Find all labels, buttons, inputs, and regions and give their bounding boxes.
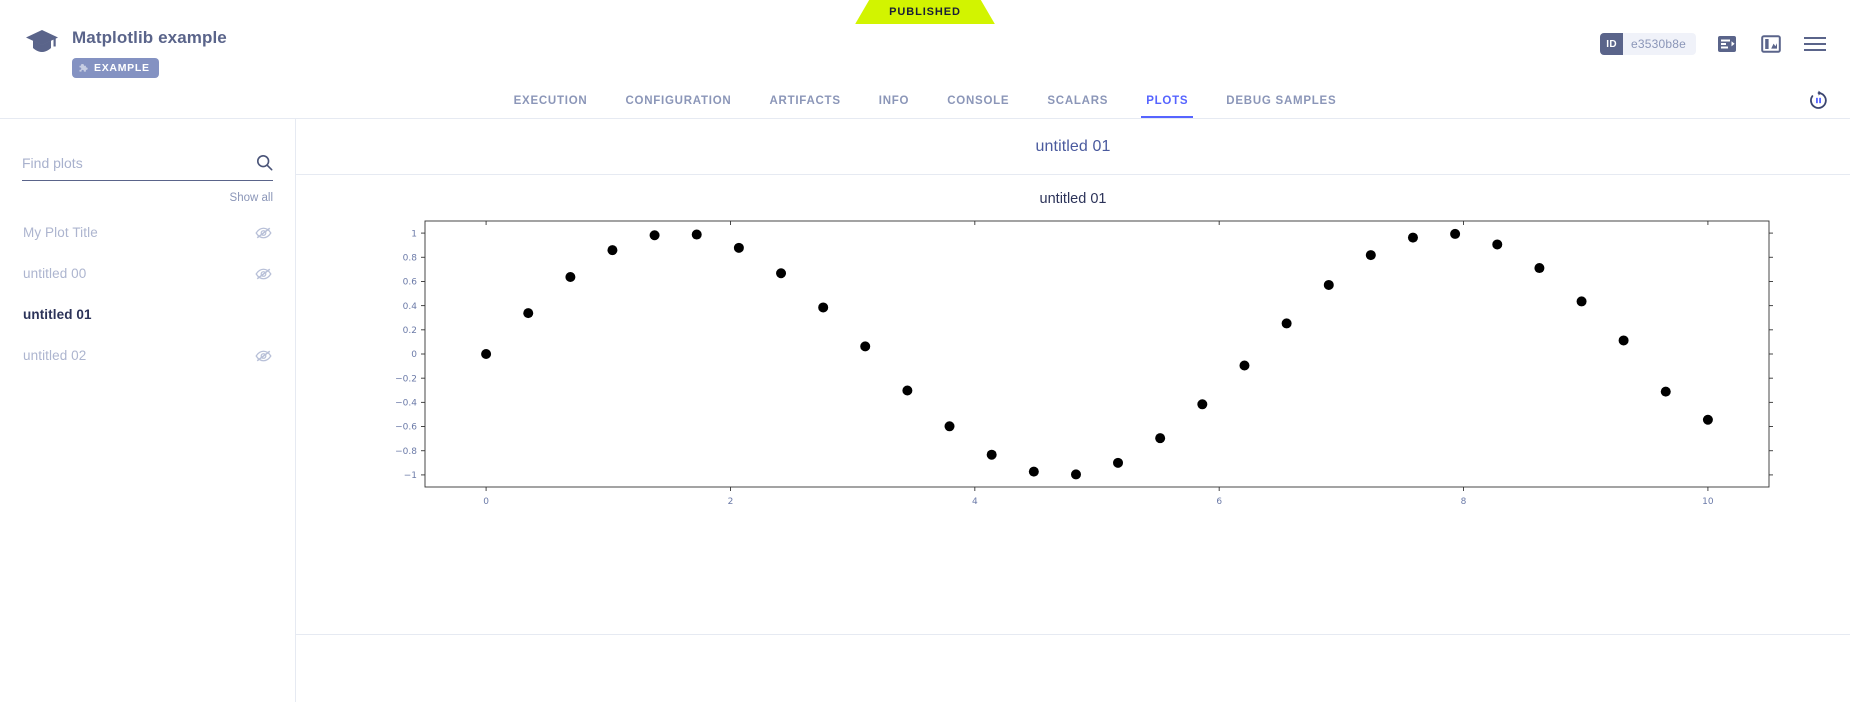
svg-text:0: 0 bbox=[411, 350, 417, 360]
plot-list-item-my-plot-title[interactable]: My Plot Title bbox=[22, 212, 273, 253]
svg-text:0.8: 0.8 bbox=[403, 253, 418, 263]
svg-text:−0.6: −0.6 bbox=[395, 423, 417, 433]
example-tag-badge[interactable]: EXAMPLE bbox=[72, 58, 159, 78]
example-tag-label: EXAMPLE bbox=[94, 62, 150, 74]
plot-card[interactable]: untitled 01 1 0.8 0.6 0.4 0.2 0 −0.2 −0.4 −0.6 −0… bbox=[296, 175, 1850, 635]
svg-text:0.2: 0.2 bbox=[403, 326, 417, 336]
plot-list-item-untitled-02[interactable]: untitled 02 bbox=[22, 335, 273, 376]
page-body: Show all My Plot Title untitled 00 bbox=[0, 119, 1850, 702]
chart-title: untitled 01 bbox=[1039, 191, 1107, 207]
eye-off-icon[interactable] bbox=[255, 226, 272, 240]
tab-plots[interactable]: PLOTS bbox=[1127, 95, 1207, 118]
show-all-button[interactable]: Show all bbox=[229, 192, 273, 204]
plot-list-item-label: untitled 00 bbox=[23, 266, 87, 281]
eye-off-icon[interactable] bbox=[255, 267, 272, 281]
svg-text:8: 8 bbox=[1461, 497, 1467, 507]
svg-text:6: 6 bbox=[1216, 497, 1222, 507]
task-tabbar: EXECUTION CONFIGURATION ARTIFACTS INFO C… bbox=[0, 85, 1850, 119]
task-info-icon[interactable] bbox=[1714, 32, 1740, 56]
plots-main-panel: untitled 01 untitled 01 1 0.8 0.6 0.4 0.2 0 −0… bbox=[296, 119, 1850, 702]
page-title: Matplotlib example bbox=[72, 28, 227, 47]
svg-text:−0.8: −0.8 bbox=[395, 447, 417, 457]
task-id-value: e3530b8e bbox=[1631, 37, 1686, 51]
plot-list: My Plot Title untitled 00 bbox=[22, 212, 273, 376]
tab-info[interactable]: INFO bbox=[878, 95, 910, 107]
header-actions: ID e3530b8e bbox=[1600, 22, 1828, 56]
hamburger-menu-icon[interactable] bbox=[1802, 32, 1828, 56]
svg-text:0.4: 0.4 bbox=[403, 302, 418, 312]
tab-artifacts[interactable]: ARTIFACTS bbox=[769, 95, 841, 107]
plot-list-item-label: My Plot Title bbox=[23, 225, 98, 240]
search-icon[interactable] bbox=[256, 154, 273, 171]
search-input[interactable] bbox=[22, 154, 256, 171]
chart-figure-wrapper: 1 0.8 0.6 0.4 0.2 0 −0.2 −0.4 −0.6 −0.8 −1 0 2 4 6 8 10 bbox=[296, 215, 1850, 525]
tab-list: EXECUTION CONFIGURATION ARTIFACTS INFO C… bbox=[495, 95, 1356, 118]
svg-text:10: 10 bbox=[1702, 497, 1714, 507]
plot-panel-title: untitled 01 bbox=[1035, 137, 1111, 155]
graduation-cap-icon[interactable] bbox=[22, 22, 62, 62]
svg-text:−0.2: −0.2 bbox=[395, 374, 417, 384]
tab-scalars[interactable]: SCALARS bbox=[1047, 95, 1109, 107]
svg-text:1: 1 bbox=[411, 229, 417, 239]
puzzle-piece-icon bbox=[79, 63, 88, 72]
plots-sidebar: Show all My Plot Title untitled 00 bbox=[0, 119, 296, 702]
plot-list-item-label: untitled 01 bbox=[23, 307, 92, 322]
plot-list-item-label: untitled 02 bbox=[23, 348, 87, 363]
compare-experiments-icon[interactable] bbox=[1758, 32, 1784, 56]
refresh-paused-icon[interactable] bbox=[1806, 88, 1830, 112]
plot-list-item-untitled-00[interactable]: untitled 00 bbox=[22, 253, 273, 294]
tab-debug-samples[interactable]: DEBUG SAMPLES bbox=[1226, 95, 1337, 107]
eye-off-icon[interactable] bbox=[255, 349, 272, 363]
published-status-ribbon: PUBLISHED bbox=[855, 0, 995, 24]
plot-panel-header: untitled 01 bbox=[296, 119, 1850, 175]
svg-text:4: 4 bbox=[972, 497, 978, 507]
plot-list-item-untitled-01[interactable]: untitled 01 bbox=[22, 294, 273, 335]
svg-text:−0.4: −0.4 bbox=[395, 399, 417, 409]
tab-execution[interactable]: EXECUTION bbox=[513, 95, 588, 107]
search-row bbox=[22, 147, 273, 181]
scatter-chart[interactable]: 1 0.8 0.6 0.4 0.2 0 −0.2 −0.4 −0.6 −0.8 −1 0 2 4 6 8 10 bbox=[373, 215, 1773, 525]
task-id-label: ID bbox=[1600, 33, 1623, 55]
svg-text:2: 2 bbox=[728, 497, 734, 507]
tab-console[interactable]: CONSOLE bbox=[947, 95, 1010, 107]
svg-text:0.6: 0.6 bbox=[403, 278, 418, 288]
task-id-chip[interactable]: ID e3530b8e bbox=[1600, 33, 1696, 55]
project-title-block: Matplotlib example EXAMPLE bbox=[72, 22, 227, 78]
svg-text:0: 0 bbox=[483, 497, 489, 507]
tab-configuration[interactable]: CONFIGURATION bbox=[625, 95, 732, 107]
svg-text:−1: −1 bbox=[404, 471, 417, 481]
